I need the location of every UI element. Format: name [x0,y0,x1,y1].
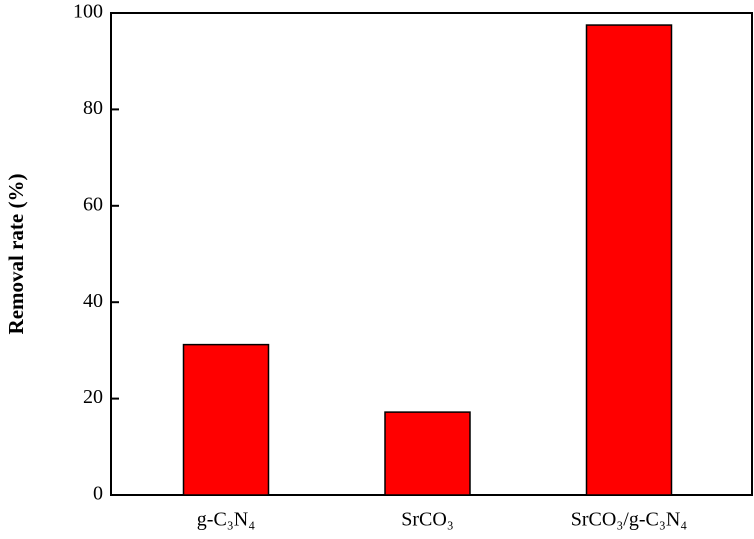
y-tick-label: 0 [93,483,103,505]
y-tick-label: 60 [83,193,103,215]
x-tick-label: SrCO₃ [401,509,454,531]
y-tick-label: 40 [83,290,103,312]
y-tick-label: 20 [83,386,103,408]
y-axis-title: Removal rate (%) [4,174,28,335]
bar [585,24,673,496]
bar [384,411,471,496]
y-tick-label: 100 [73,1,103,23]
x-tick-label: g-C₃N₄ [197,509,255,531]
bar [182,343,270,496]
x-tick-label: SrCO₃/g-C₃N₄ [571,509,688,531]
y-tick-label: 80 [83,97,103,119]
